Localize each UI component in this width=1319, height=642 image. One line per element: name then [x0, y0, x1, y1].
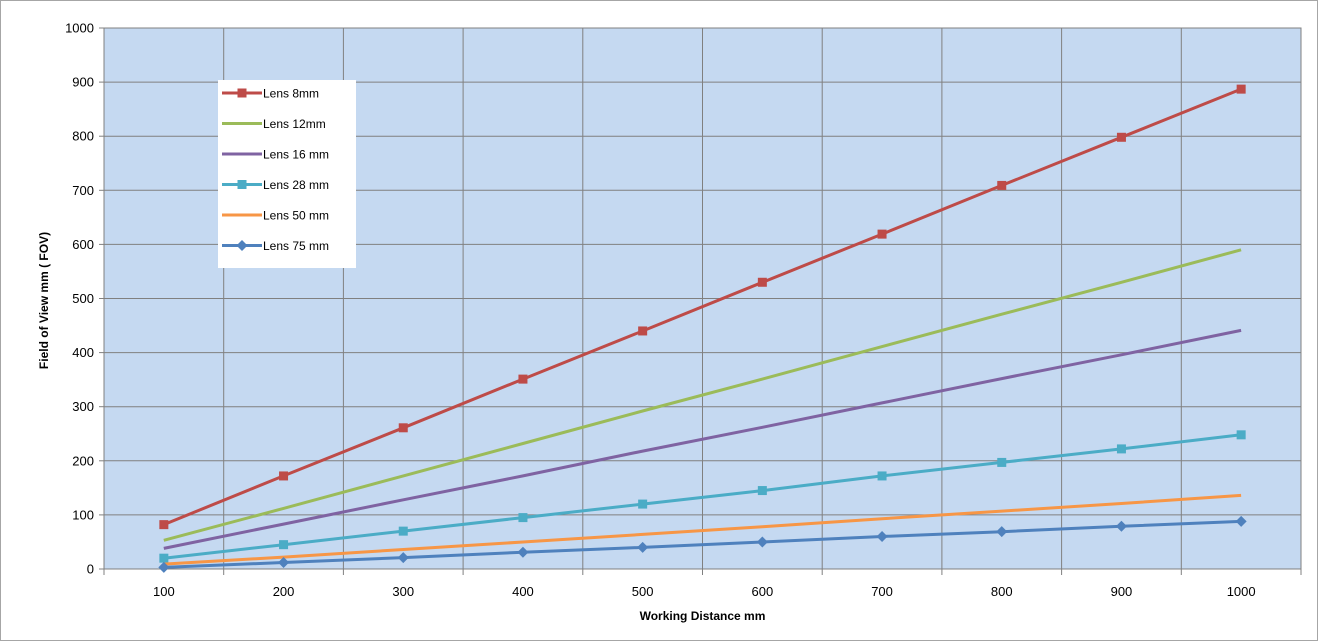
data-point [237, 180, 247, 189]
series-lens-28-mm [159, 430, 1246, 563]
data-point [1236, 84, 1246, 94]
data-point [237, 88, 247, 98]
data-point [236, 240, 248, 251]
y-tick-label: 200 [72, 453, 94, 468]
data-point [279, 471, 289, 481]
legend-label: Lens 50 mm [263, 209, 329, 223]
data-point [638, 326, 648, 336]
x-tick-label: 700 [871, 584, 893, 599]
data-point [278, 557, 290, 569]
data-point [757, 277, 767, 287]
series-line [163, 433, 1242, 560]
legend-label: Lens 75 mm [263, 239, 329, 253]
data-point [876, 531, 888, 543]
legend-box [218, 80, 356, 268]
data-point [757, 486, 767, 496]
data-point [756, 536, 768, 548]
x-tick-label: 500 [632, 584, 654, 599]
data-point [398, 526, 408, 536]
series-line [163, 519, 1242, 569]
data-point [997, 180, 1007, 190]
x-tick-label: 600 [751, 584, 773, 599]
y-tick-label: 0 [87, 562, 94, 577]
legend-item: Lens 16 mm [222, 148, 329, 162]
data-point [996, 526, 1008, 538]
series-lens-12mm [163, 248, 1242, 542]
legend-item: Lens 8mm [222, 87, 319, 101]
data-point [159, 553, 169, 563]
legend-label: Lens 28 mm [263, 178, 329, 192]
y-tick-label: 400 [72, 345, 94, 360]
data-point [997, 457, 1007, 467]
data-point [279, 540, 289, 550]
series-group [158, 84, 1247, 573]
data-point [1235, 515, 1247, 527]
x-tick-label: 300 [392, 584, 414, 599]
series-line [163, 493, 1242, 566]
data-point [877, 471, 887, 481]
series-line [163, 87, 1242, 526]
y-axis-label: Field of View mm ( FOV) [37, 232, 51, 369]
x-tick-label: 200 [273, 584, 295, 599]
y-tick-label: 100 [72, 507, 94, 522]
x-tick-label: 900 [1111, 584, 1133, 599]
y-tick-label: 500 [72, 291, 94, 306]
data-point [1115, 520, 1127, 532]
x-tick-label: 100 [153, 584, 175, 599]
legend-item: Lens 12mm [222, 117, 326, 131]
series-lens-16-mm [163, 328, 1242, 550]
y-tick-label: 800 [72, 129, 94, 144]
data-point [1116, 132, 1126, 142]
x-axis-ticks: 100 200 300 400 500 600 700 800 900 1000 [103, 569, 1302, 599]
legend-label: Lens 12mm [263, 117, 326, 131]
y-tick-label: 1000 [65, 21, 94, 36]
y-tick-label: 300 [72, 399, 94, 414]
data-point [637, 541, 649, 553]
data-point [1236, 430, 1246, 440]
legend-label: Lens 8mm [263, 87, 319, 101]
data-point [397, 552, 409, 564]
x-tick-label: 1000 [1227, 584, 1256, 599]
data-point [518, 513, 528, 523]
data-point [398, 423, 408, 433]
data-point [518, 374, 528, 384]
legend-item: Lens 50 mm [222, 209, 329, 223]
data-point [159, 520, 169, 530]
y-tick-label: 700 [72, 183, 94, 198]
legend-label: Lens 16 mm [263, 148, 329, 162]
data-point [158, 561, 170, 573]
series-line [163, 328, 1242, 550]
data-point [517, 546, 529, 558]
x-axis-label: Working Distance mm [640, 609, 766, 623]
gridlines [103, 27, 1302, 570]
y-tick-label: 600 [72, 237, 94, 252]
series-lens-75-mm [158, 515, 1247, 573]
x-tick-label: 800 [991, 584, 1013, 599]
series-lens-8mm [159, 84, 1246, 530]
series-line [163, 248, 1242, 542]
y-tick-label: 900 [72, 75, 94, 90]
legend: Lens 8mm Lens 12mm Lens 16 mm Lens 28 mm Len… [218, 80, 356, 268]
legend-item: Lens 28 mm [222, 178, 329, 192]
x-tick-label: 400 [512, 584, 534, 599]
data-point [638, 499, 648, 509]
legend-item: Lens 75 mm [222, 239, 329, 253]
y-axis-ticks: 0 100 200 300 400 500 600 700 800 900 1000 [65, 21, 104, 577]
series-lens-50-mm [163, 493, 1242, 566]
data-point [877, 229, 887, 239]
data-point [1116, 444, 1126, 454]
